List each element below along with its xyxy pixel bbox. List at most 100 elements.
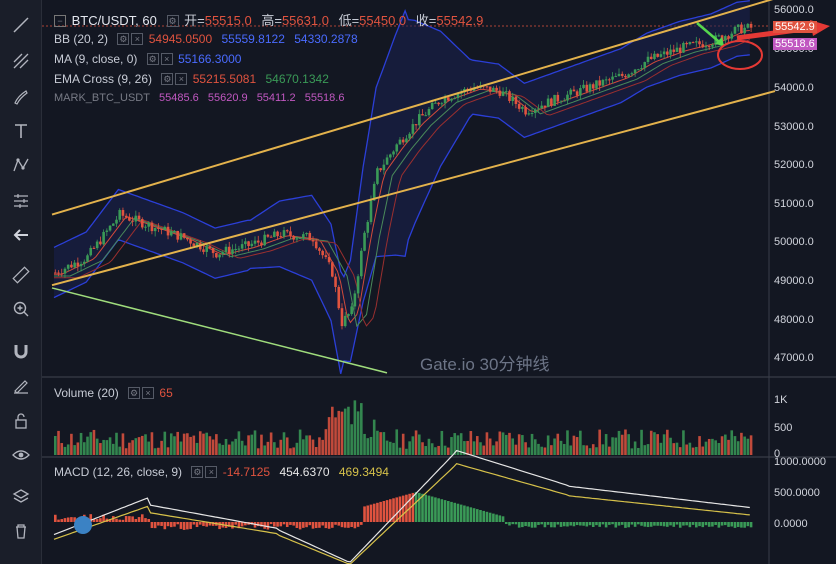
volume-bar — [546, 435, 550, 455]
candle-body — [208, 246, 212, 248]
macd-histogram-bar — [678, 522, 682, 528]
volume-bar — [166, 447, 170, 455]
candle-body — [659, 54, 663, 57]
candle-body — [591, 84, 595, 89]
candle-body — [540, 105, 544, 109]
fib-tool-icon[interactable] — [10, 50, 32, 72]
candle-body — [157, 227, 160, 229]
macd-histogram-bar — [743, 522, 746, 528]
volume-bar — [76, 442, 80, 455]
macd-histogram-bar — [711, 522, 714, 527]
candle-body — [543, 105, 547, 108]
macd-close-icon[interactable]: × — [205, 465, 218, 478]
macd-histogram-bar — [649, 522, 653, 527]
macd-histogram-bar — [337, 522, 341, 526]
macd-settings-icon[interactable]: ⚙ — [191, 465, 204, 478]
chart-area[interactable] — [42, 0, 836, 564]
candle-body — [179, 233, 183, 240]
text-tool-icon[interactable] — [10, 120, 32, 142]
back-arrow-icon[interactable] — [10, 224, 32, 246]
volume-settings-icon[interactable]: ⚙ — [128, 386, 141, 399]
eye-icon[interactable] — [10, 444, 32, 466]
volume-bar — [514, 444, 518, 455]
macd-histogram-bar — [611, 522, 614, 525]
ma-close-icon[interactable]: × — [160, 52, 173, 65]
pattern-icon[interactable] — [10, 154, 32, 176]
ruler-icon[interactable] — [10, 264, 32, 286]
macd-histogram-bar — [153, 522, 157, 529]
candle-body — [334, 276, 337, 287]
macd-histogram-bar — [562, 522, 566, 527]
brush-icon[interactable] — [10, 86, 32, 108]
candle-body — [582, 84, 585, 89]
trend-line-icon[interactable] — [10, 14, 32, 36]
macd-histogram-bar — [273, 522, 276, 527]
volume-bar — [414, 430, 418, 455]
open-label: 开= — [184, 13, 205, 28]
volume-close-icon[interactable]: × — [142, 386, 155, 399]
volume-bar — [479, 442, 482, 455]
macd-histogram-bar — [482, 510, 486, 522]
lock-edit-icon[interactable] — [10, 374, 32, 396]
ema-settings-icon[interactable]: ⚙ — [161, 72, 174, 85]
volume-bar — [137, 437, 141, 455]
volume-bar — [440, 430, 444, 455]
macd-histogram-bar — [730, 522, 734, 527]
bollinger-lower-line — [53, 54, 750, 374]
settings-icon[interactable]: ⚙ — [166, 14, 179, 27]
volume-bar — [63, 446, 67, 455]
volume-bar — [169, 433, 173, 455]
volume-bar — [350, 424, 353, 455]
trash-icon[interactable] — [10, 520, 32, 542]
macd-histogram-bar — [475, 509, 479, 522]
volume-bar — [740, 432, 743, 455]
macd-histogram-bar — [601, 522, 605, 525]
macd-histogram-bar — [353, 522, 357, 529]
magnet-icon[interactable] — [10, 340, 32, 362]
macd-histogram-bar — [456, 503, 460, 522]
macd-histogram-bar — [157, 522, 160, 526]
candle-body — [356, 276, 360, 294]
candle-body — [620, 73, 624, 76]
layers-icon[interactable] — [10, 486, 32, 508]
measure-icon[interactable] — [10, 190, 32, 212]
macd-signal-line — [53, 463, 750, 564]
candle-body — [372, 183, 376, 201]
candle-body — [92, 247, 96, 249]
volume-bar — [95, 438, 99, 455]
macd-histogram-bar — [675, 522, 679, 525]
macd-histogram-bar — [411, 492, 415, 522]
zoom-in-icon[interactable] — [10, 298, 32, 320]
ema-close-icon[interactable]: × — [175, 72, 188, 85]
macd-histogram-bar — [128, 516, 131, 522]
volume-bar — [82, 442, 86, 455]
candle-body — [389, 154, 392, 158]
macd-histogram-bar — [537, 522, 540, 525]
chart-canvas[interactable] — [42, 0, 836, 564]
candle-body — [108, 225, 112, 231]
macd-histogram-bar — [488, 512, 492, 522]
macd-histogram-bar — [266, 522, 270, 530]
candle-body — [640, 68, 643, 70]
candle-body — [318, 248, 321, 251]
candle-body — [495, 87, 498, 91]
volume-bar — [221, 444, 225, 455]
volume-bar — [263, 445, 266, 455]
volume-bar — [595, 447, 598, 455]
volume-bar — [318, 437, 321, 455]
collapse-icon[interactable]: − — [54, 14, 66, 27]
candle-body — [504, 91, 508, 93]
ma-settings-icon[interactable]: ⚙ — [146, 52, 159, 65]
macd-histogram-bar — [115, 518, 118, 522]
lock-icon[interactable] — [10, 410, 32, 432]
macd-histogram-bar — [60, 519, 64, 522]
volume-bar — [147, 441, 151, 455]
bb-settings-icon[interactable]: ⚙ — [117, 32, 130, 45]
macd-histogram-bar — [95, 519, 99, 522]
macd-histogram-bar — [724, 522, 727, 526]
volume-bar — [92, 429, 96, 455]
bb-close-icon[interactable]: × — [131, 32, 144, 45]
macd-histogram-bar — [604, 522, 608, 528]
volume-bar — [540, 446, 544, 455]
macd-histogram-bar — [698, 522, 701, 527]
